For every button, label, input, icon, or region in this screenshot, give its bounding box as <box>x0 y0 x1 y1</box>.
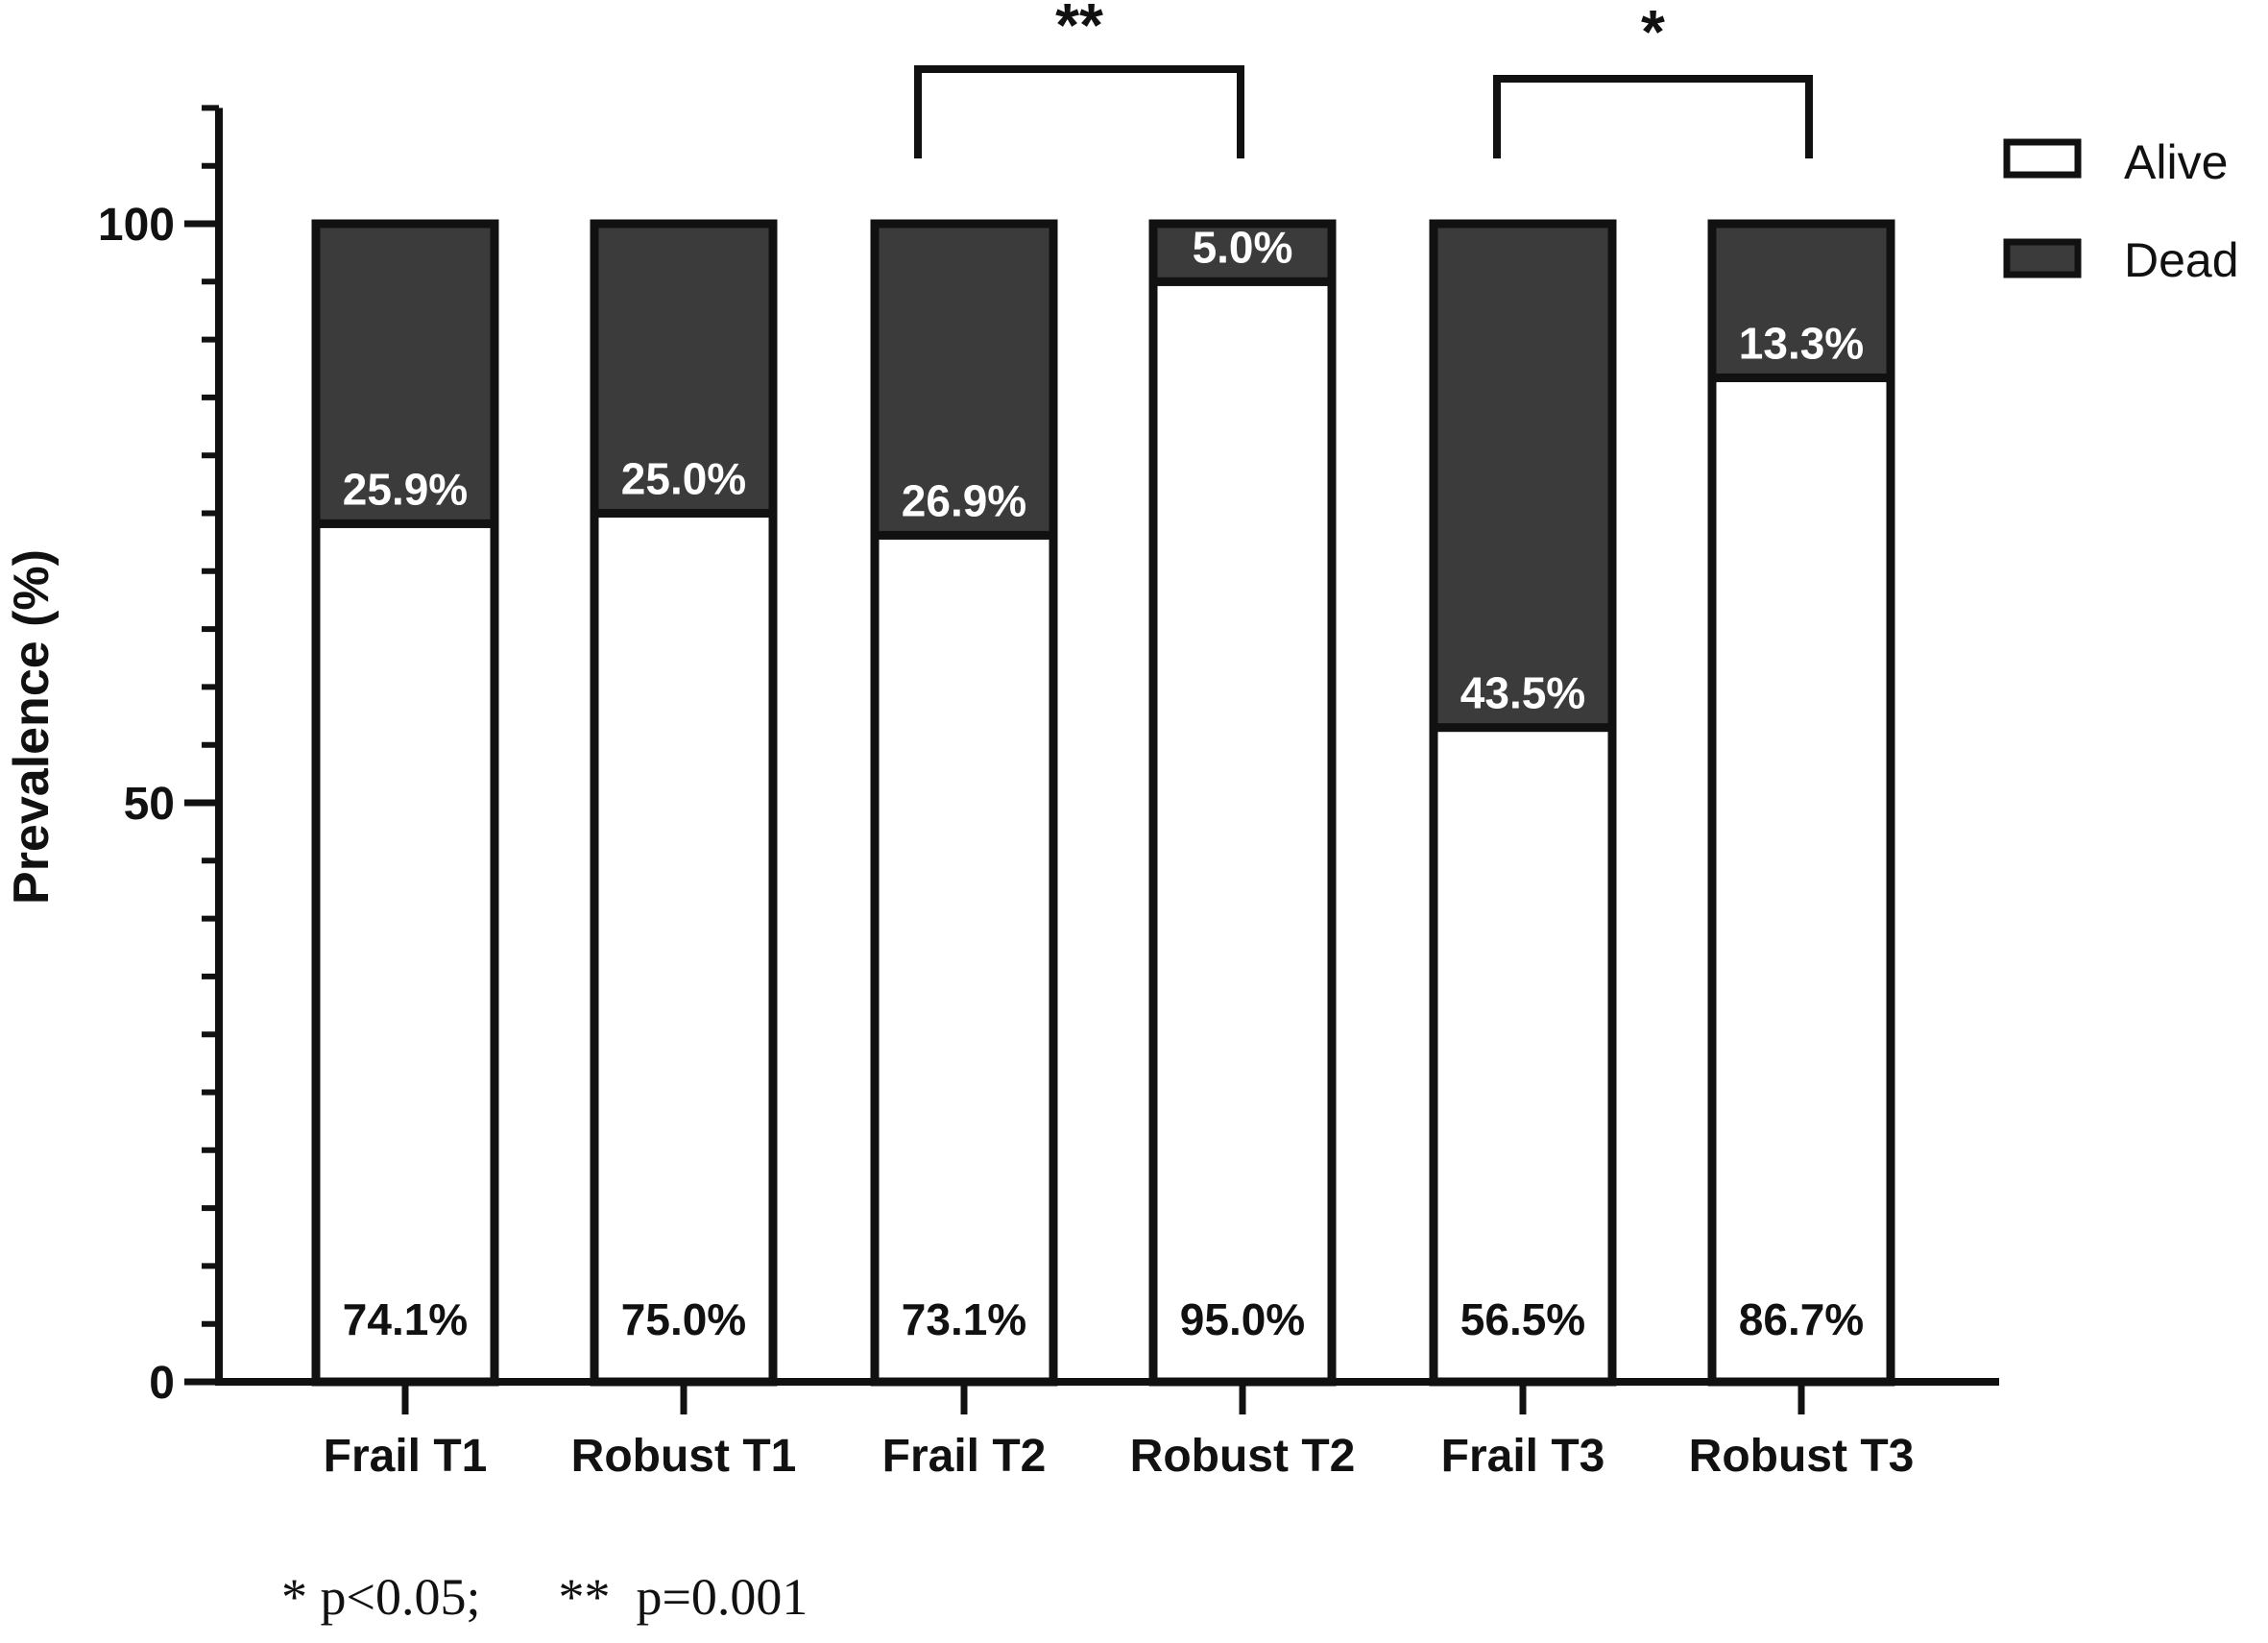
bar-alive-segment <box>870 530 1058 1387</box>
legend-label: Alive <box>2124 135 2228 189</box>
alive-value-label: 86.7% <box>1739 1294 1864 1344</box>
legend-swatch <box>2003 138 2082 179</box>
bar-alive-segment <box>590 509 778 1387</box>
bar-dead-segment <box>590 219 778 518</box>
alive-value-label: 95.0% <box>1180 1294 1305 1344</box>
y-tick-label: 100 <box>98 200 175 251</box>
legend-label: Dead <box>2124 233 2239 287</box>
y-axis-label: Prevalence (%) <box>4 549 60 905</box>
x-category-label: Frail T3 <box>1441 1431 1605 1482</box>
significance-bracket <box>914 65 1244 158</box>
bar-alive-segment <box>1148 277 1337 1387</box>
bar-dead-segment <box>1707 219 1895 382</box>
x-category-label: Robust T1 <box>571 1431 797 1482</box>
x-category-label: Robust T2 <box>1130 1431 1356 1482</box>
dead-value-label: 25.9% <box>343 464 468 514</box>
alive-value-label: 75.0% <box>621 1294 746 1344</box>
dead-value-label: 25.0% <box>621 454 746 504</box>
bar-alive-segment <box>1429 723 1617 1387</box>
dead-value-label: 5.0% <box>1193 222 1293 272</box>
significance-footnote: * p<0.05; ** p=0.001 <box>281 1568 808 1626</box>
alive-value-label: 74.1% <box>343 1294 468 1344</box>
y-tick-label: 0 <box>149 1358 175 1409</box>
dead-value-label: 13.3% <box>1739 318 1864 368</box>
x-category-label: Robust T3 <box>1689 1431 1915 1482</box>
bar-dead-segment <box>311 219 499 528</box>
bar-dead-segment <box>870 219 1058 540</box>
x-category-label: Frail T1 <box>324 1431 488 1482</box>
bar-dead-segment <box>1148 219 1337 286</box>
bar-dead-segment <box>1429 219 1617 733</box>
legend: Alive Dead <box>2003 135 2239 287</box>
dead-value-label: 43.5% <box>1460 668 1585 718</box>
significance-marker: * <box>1641 0 1665 66</box>
bar-alive-segment <box>311 519 499 1387</box>
legend-swatch <box>2003 238 2082 278</box>
axes <box>215 108 1999 1386</box>
y-axis-major-ticks: 0 50 100 <box>98 200 219 1409</box>
bar-value-labels: 74.1% 25.9% 75.0% 25.0% 73.1% 26.9% 95.0% 5.0% 5… <box>343 222 1864 1344</box>
bars <box>311 219 1895 1387</box>
alive-value-label: 73.1% <box>902 1294 1026 1344</box>
x-category-label: Frail T2 <box>882 1431 1047 1482</box>
x-axis-ticks: Frail T1 Robust T1 Frail T2 Robust T2 Frail … <box>324 1382 1915 1482</box>
alive-value-label: 56.5% <box>1460 1294 1585 1344</box>
significance-marker: ** <box>1055 0 1103 60</box>
significance-brackets: ** * <box>914 0 1813 158</box>
dead-value-label: 26.9% <box>902 475 1026 525</box>
significance-bracket <box>1493 75 1813 158</box>
bar-alive-segment <box>1707 373 1895 1387</box>
y-tick-label: 50 <box>124 779 175 830</box>
